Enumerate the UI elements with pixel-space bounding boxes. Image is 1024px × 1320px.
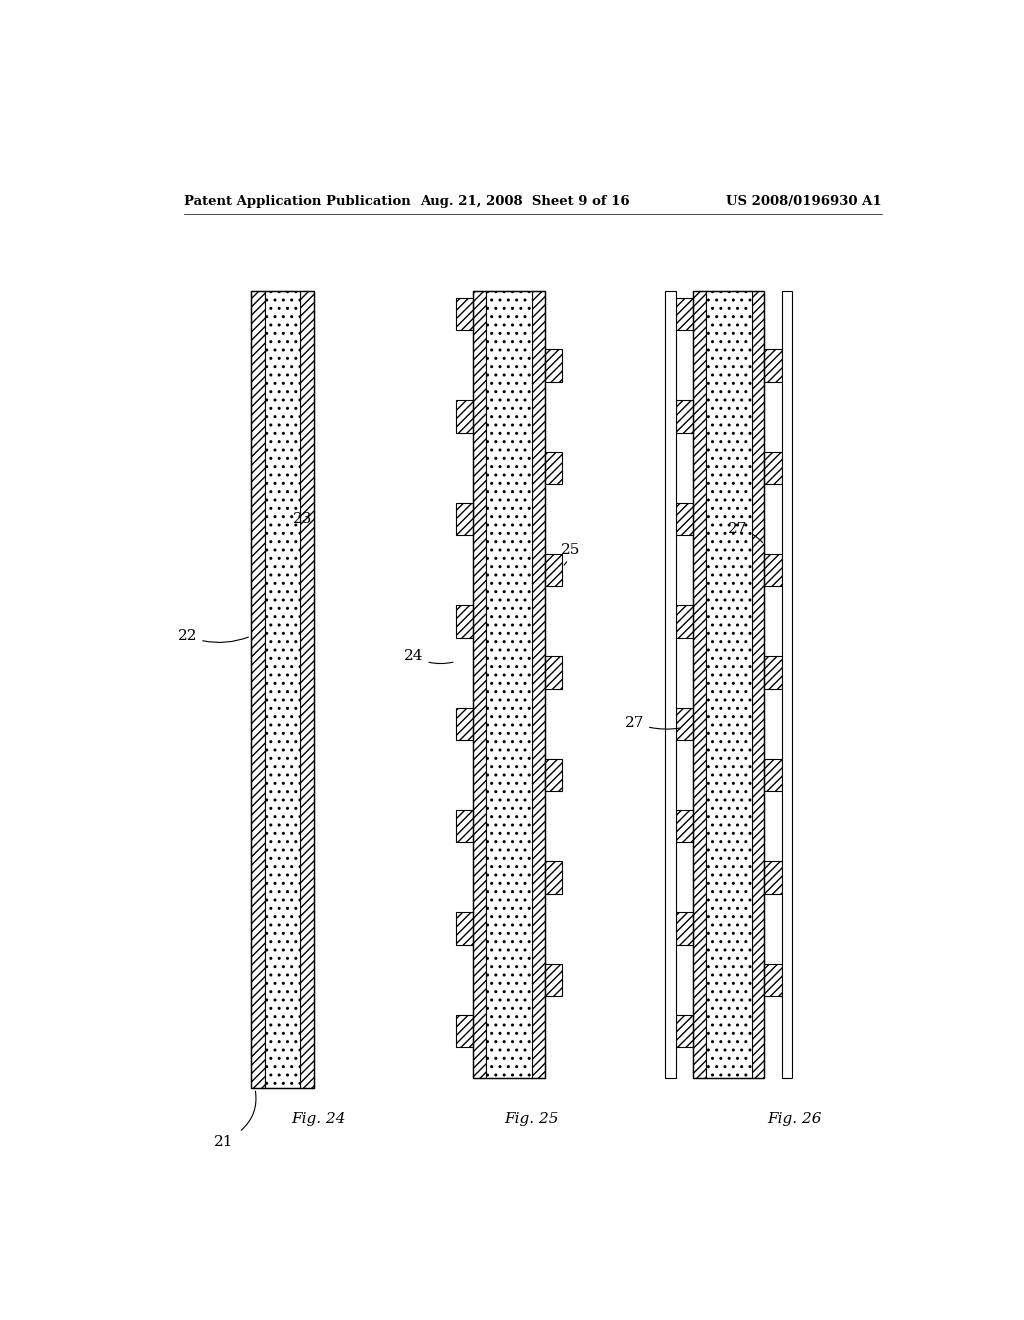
Text: 25: 25 <box>561 543 581 565</box>
Bar <box>693 290 706 1078</box>
Bar <box>456 708 473 741</box>
Bar <box>545 759 562 791</box>
Bar <box>545 861 562 894</box>
Bar <box>666 290 676 1078</box>
Text: 21: 21 <box>213 1135 233 1150</box>
Bar <box>765 451 782 484</box>
Bar <box>765 348 782 381</box>
Bar <box>456 503 473 535</box>
Bar <box>251 290 265 1089</box>
Bar <box>531 290 545 1078</box>
Text: US 2008/0196930 A1: US 2008/0196930 A1 <box>726 194 882 207</box>
Bar <box>765 964 782 997</box>
Bar <box>473 290 486 1078</box>
Bar <box>676 912 693 945</box>
Text: Fig. 26: Fig. 26 <box>767 1111 822 1126</box>
Bar <box>676 298 693 330</box>
Bar <box>545 451 562 484</box>
Text: 23: 23 <box>293 512 314 529</box>
Text: 27: 27 <box>625 715 680 730</box>
Bar <box>752 290 765 1078</box>
Text: Patent Application Publication: Patent Application Publication <box>183 194 411 207</box>
Bar <box>473 290 545 1078</box>
Bar <box>693 290 765 1078</box>
Bar <box>765 861 782 894</box>
Bar <box>545 348 562 381</box>
Bar <box>545 964 562 997</box>
Bar <box>456 912 473 945</box>
Bar <box>676 503 693 535</box>
Bar <box>456 400 473 433</box>
Bar <box>456 605 473 638</box>
Text: Fig. 25: Fig. 25 <box>504 1111 558 1126</box>
Text: 24: 24 <box>403 649 453 664</box>
Bar <box>676 708 693 741</box>
Bar <box>300 290 314 1089</box>
Bar <box>765 554 782 586</box>
Bar <box>676 400 693 433</box>
Bar <box>765 759 782 791</box>
Bar <box>782 290 793 1078</box>
Bar <box>456 1015 473 1047</box>
Bar <box>545 656 562 689</box>
Text: 27: 27 <box>728 523 763 543</box>
Bar <box>676 605 693 638</box>
Text: 22: 22 <box>178 630 249 643</box>
Bar <box>676 1015 693 1047</box>
Bar <box>456 298 473 330</box>
Bar <box>676 810 693 842</box>
Bar <box>456 810 473 842</box>
Bar <box>251 290 314 1089</box>
Bar <box>706 290 752 1078</box>
Bar <box>765 656 782 689</box>
Text: Fig. 24: Fig. 24 <box>291 1111 346 1126</box>
Bar <box>486 290 531 1078</box>
Bar <box>545 554 562 586</box>
Text: Aug. 21, 2008  Sheet 9 of 16: Aug. 21, 2008 Sheet 9 of 16 <box>420 194 630 207</box>
Bar <box>265 290 300 1089</box>
